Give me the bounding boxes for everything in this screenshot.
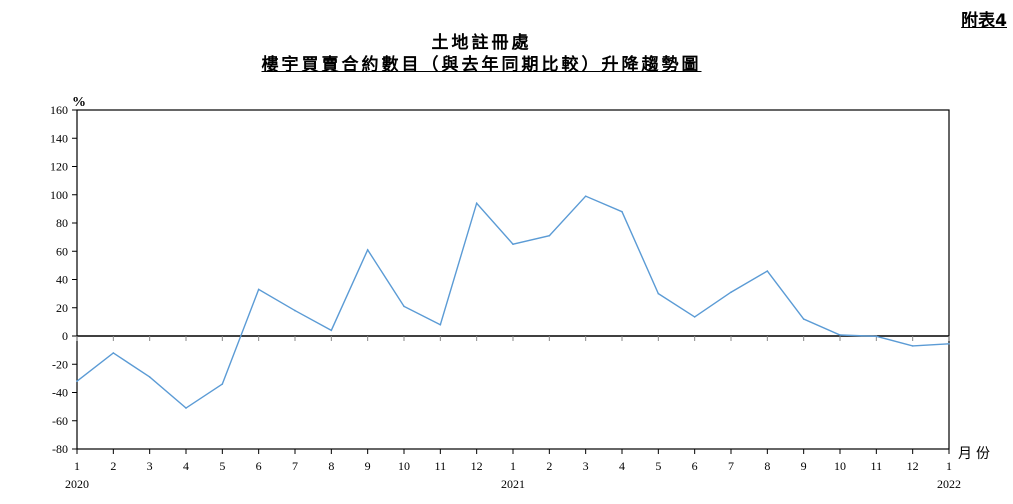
data-series-line bbox=[76, 195, 950, 409]
data-point bbox=[730, 291, 732, 294]
x-tick-label: 10 bbox=[834, 459, 846, 473]
x-tick-label: 2 bbox=[546, 459, 552, 473]
data-point bbox=[366, 249, 369, 251]
x-tick-label: 1 bbox=[74, 459, 80, 473]
y-tick-label: 160 bbox=[50, 103, 68, 117]
x-tick-label: 5 bbox=[655, 459, 661, 473]
chart-title-wrap: 樓宇買賣合約數目（與去年同期比較）升降趨勢圖 bbox=[0, 50, 988, 75]
year-label: 2022 bbox=[937, 477, 961, 491]
y-tick-label: 120 bbox=[50, 160, 68, 174]
x-tick-label: 12 bbox=[471, 459, 483, 473]
chart-title: 樓宇買賣合約數目（與去年同期比較）升降趨勢圖 bbox=[261, 55, 702, 75]
data-point bbox=[657, 292, 660, 295]
data-point bbox=[76, 380, 78, 383]
x-tick-label: 5 bbox=[219, 459, 225, 473]
x-tick-label: 3 bbox=[147, 459, 153, 473]
y-tick-label: 60 bbox=[56, 244, 68, 258]
data-point bbox=[257, 288, 260, 291]
y-tick-label: -20 bbox=[52, 357, 68, 371]
x-tick-label: 3 bbox=[583, 459, 589, 473]
data-point bbox=[839, 334, 841, 336]
x-tick-label: 6 bbox=[692, 459, 698, 473]
data-point bbox=[548, 234, 551, 237]
y-tick-label: 20 bbox=[56, 301, 68, 315]
data-point bbox=[584, 195, 587, 197]
x-tick-label: 11 bbox=[871, 459, 883, 473]
data-point bbox=[475, 202, 478, 205]
data-point bbox=[148, 376, 151, 378]
x-tick-label: 11 bbox=[435, 459, 447, 473]
chart-org-title: 土地註冊處 bbox=[431, 33, 532, 53]
data-point bbox=[693, 316, 696, 318]
data-point bbox=[875, 335, 878, 338]
data-point bbox=[948, 342, 950, 345]
data-point bbox=[185, 407, 187, 409]
data-point bbox=[911, 345, 914, 347]
y-axis-unit: % bbox=[72, 95, 86, 110]
y-tick-label: 140 bbox=[50, 131, 68, 145]
data-point bbox=[330, 329, 333, 332]
y-tick-label: -60 bbox=[52, 414, 68, 428]
data-point bbox=[439, 323, 442, 326]
x-tick-label: 1 bbox=[946, 459, 952, 473]
x-tick-label: 8 bbox=[764, 459, 770, 473]
x-tick-label: 7 bbox=[728, 459, 734, 473]
data-point bbox=[403, 305, 405, 308]
x-tick-label: 6 bbox=[256, 459, 262, 473]
x-tick-label: 2 bbox=[110, 459, 116, 473]
plot-frame bbox=[76, 109, 950, 450]
x-tick-label: 1 bbox=[510, 459, 516, 473]
data-point bbox=[802, 318, 805, 320]
data-point bbox=[621, 210, 623, 213]
y-tick-label: 100 bbox=[50, 188, 68, 202]
y-tick-label: -80 bbox=[52, 442, 68, 456]
data-point bbox=[294, 309, 296, 312]
data-point bbox=[221, 383, 224, 385]
y-tick-label: -40 bbox=[52, 386, 68, 400]
x-tick-label: 10 bbox=[398, 459, 410, 473]
data-point bbox=[112, 352, 115, 354]
y-tick-label: 80 bbox=[56, 216, 68, 230]
data-point bbox=[512, 243, 514, 245]
y-tick-label: 0 bbox=[62, 329, 68, 343]
x-tick-label: 9 bbox=[365, 459, 371, 473]
year-label: 2021 bbox=[501, 477, 525, 491]
x-tick-label: 4 bbox=[183, 459, 189, 473]
x-tick-label: 12 bbox=[907, 459, 919, 473]
x-axis-label: 月份 bbox=[958, 446, 994, 462]
x-tick-label: 4 bbox=[619, 459, 625, 473]
x-tick-label: 8 bbox=[328, 459, 334, 473]
x-tick-label: 9 bbox=[801, 459, 807, 473]
y-tick-label: 40 bbox=[56, 273, 68, 287]
data-point bbox=[766, 270, 769, 272]
year-label: 2020 bbox=[65, 477, 89, 491]
annex-label: 附表4 bbox=[961, 11, 1007, 31]
x-tick-label: 7 bbox=[292, 459, 298, 473]
